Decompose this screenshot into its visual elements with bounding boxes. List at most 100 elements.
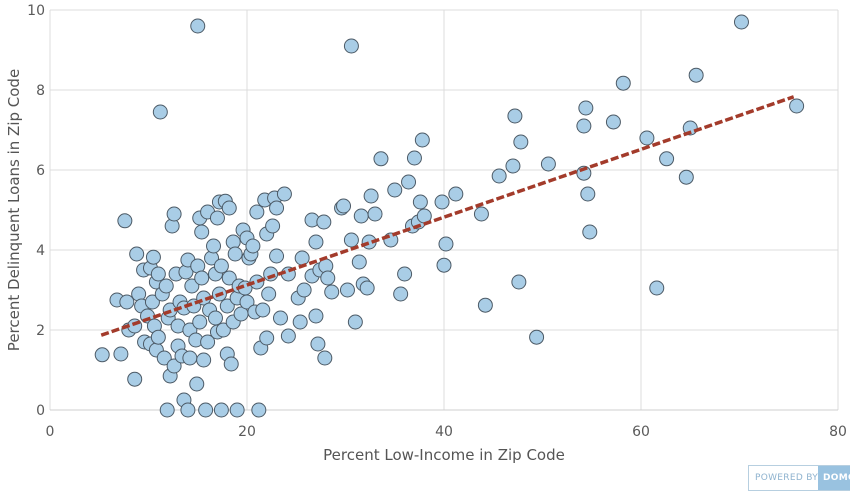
data-point[interactable] — [347, 314, 363, 330]
data-point[interactable] — [363, 188, 379, 204]
data-point[interactable] — [251, 402, 267, 418]
data-point[interactable] — [150, 329, 166, 345]
data-point[interactable] — [129, 246, 145, 262]
data-point[interactable] — [198, 402, 214, 418]
data-point[interactable] — [194, 270, 210, 286]
data-point[interactable] — [227, 246, 243, 262]
data-point[interactable] — [343, 232, 359, 248]
data-point[interactable] — [184, 278, 200, 294]
data-point[interactable] — [406, 150, 422, 166]
data-point[interactable] — [343, 38, 359, 54]
data-point[interactable] — [276, 186, 292, 202]
data-point[interactable] — [308, 308, 324, 324]
data-point[interactable] — [733, 14, 749, 30]
data-point[interactable] — [239, 294, 255, 310]
data-point[interactable] — [263, 266, 279, 282]
data-point[interactable] — [189, 376, 205, 392]
data-point[interactable] — [292, 314, 308, 330]
data-point[interactable] — [576, 118, 592, 134]
data-point[interactable] — [206, 238, 222, 254]
data-point[interactable] — [477, 297, 493, 313]
data-point[interactable] — [359, 280, 375, 296]
data-point[interactable] — [159, 402, 175, 418]
data-point[interactable] — [180, 402, 196, 418]
data-point[interactable] — [269, 200, 285, 216]
data-point[interactable] — [367, 206, 383, 222]
data-point[interactable] — [255, 302, 271, 318]
data-point[interactable] — [438, 236, 454, 252]
data-point[interactable] — [261, 286, 277, 302]
data-point[interactable] — [540, 156, 556, 172]
data-point[interactable] — [158, 278, 174, 294]
data-point[interactable] — [215, 322, 231, 338]
data-point[interactable] — [414, 132, 430, 148]
data-point[interactable] — [265, 218, 281, 234]
data-point[interactable] — [513, 134, 529, 150]
data-point[interactable] — [308, 234, 324, 250]
data-point[interactable] — [339, 282, 355, 298]
data-point[interactable] — [182, 350, 198, 366]
data-point[interactable] — [249, 274, 265, 290]
data-point[interactable] — [144, 294, 160, 310]
data-point[interactable] — [209, 210, 225, 226]
data-point[interactable] — [448, 186, 464, 202]
data-point[interactable] — [682, 120, 698, 136]
data-point[interactable] — [473, 206, 489, 222]
data-point[interactable] — [221, 270, 237, 286]
data-point[interactable] — [582, 224, 598, 240]
data-point[interactable] — [507, 108, 523, 124]
data-point[interactable] — [245, 238, 261, 254]
data-point[interactable] — [296, 282, 312, 298]
data-point[interactable] — [280, 328, 296, 344]
data-point[interactable] — [511, 274, 527, 290]
data-point[interactable] — [580, 186, 596, 202]
data-point[interactable] — [223, 356, 239, 372]
data-point[interactable] — [397, 266, 413, 282]
data-point[interactable] — [688, 67, 704, 83]
data-point[interactable] — [249, 204, 265, 220]
data-point[interactable] — [200, 334, 216, 350]
data-point[interactable] — [192, 314, 208, 330]
data-point[interactable] — [156, 350, 172, 366]
data-point[interactable] — [320, 270, 336, 286]
data-point[interactable] — [351, 254, 367, 270]
data-point[interactable] — [615, 75, 631, 91]
data-point[interactable] — [387, 182, 403, 198]
data-point[interactable] — [324, 284, 340, 300]
data-point[interactable] — [213, 258, 229, 274]
data-point[interactable] — [373, 151, 389, 167]
data-point[interactable] — [190, 18, 206, 34]
data-point[interactable] — [316, 214, 332, 230]
data-point[interactable] — [353, 208, 369, 224]
data-point[interactable] — [221, 200, 237, 216]
data-point[interactable] — [659, 151, 675, 167]
data-point[interactable] — [412, 194, 428, 210]
data-point[interactable] — [678, 169, 694, 185]
data-point[interactable] — [336, 198, 352, 214]
data-point[interactable] — [213, 402, 229, 418]
data-point[interactable] — [505, 158, 521, 174]
data-point[interactable] — [649, 280, 665, 296]
data-point[interactable] — [269, 248, 285, 264]
data-point[interactable] — [578, 100, 594, 116]
data-point[interactable] — [166, 206, 182, 222]
data-point[interactable] — [94, 347, 110, 363]
data-point[interactable] — [113, 346, 129, 362]
data-point[interactable] — [639, 130, 655, 146]
data-point[interactable] — [605, 114, 621, 130]
data-point[interactable] — [436, 257, 452, 273]
data-point[interactable] — [529, 329, 545, 345]
data-point[interactable] — [119, 294, 135, 310]
data-point[interactable] — [401, 174, 417, 190]
data-point[interactable] — [272, 310, 288, 326]
data-point[interactable] — [229, 402, 245, 418]
data-point[interactable] — [152, 104, 168, 120]
data-point[interactable] — [434, 194, 450, 210]
data-point[interactable] — [393, 286, 409, 302]
data-point[interactable] — [145, 249, 161, 265]
data-point[interactable] — [294, 250, 310, 266]
data-point[interactable] — [150, 266, 166, 282]
data-point[interactable] — [310, 336, 326, 352]
data-point[interactable] — [127, 371, 143, 387]
powered-by-domo-badge[interactable]: POWERED BY DOMO — [748, 465, 850, 491]
